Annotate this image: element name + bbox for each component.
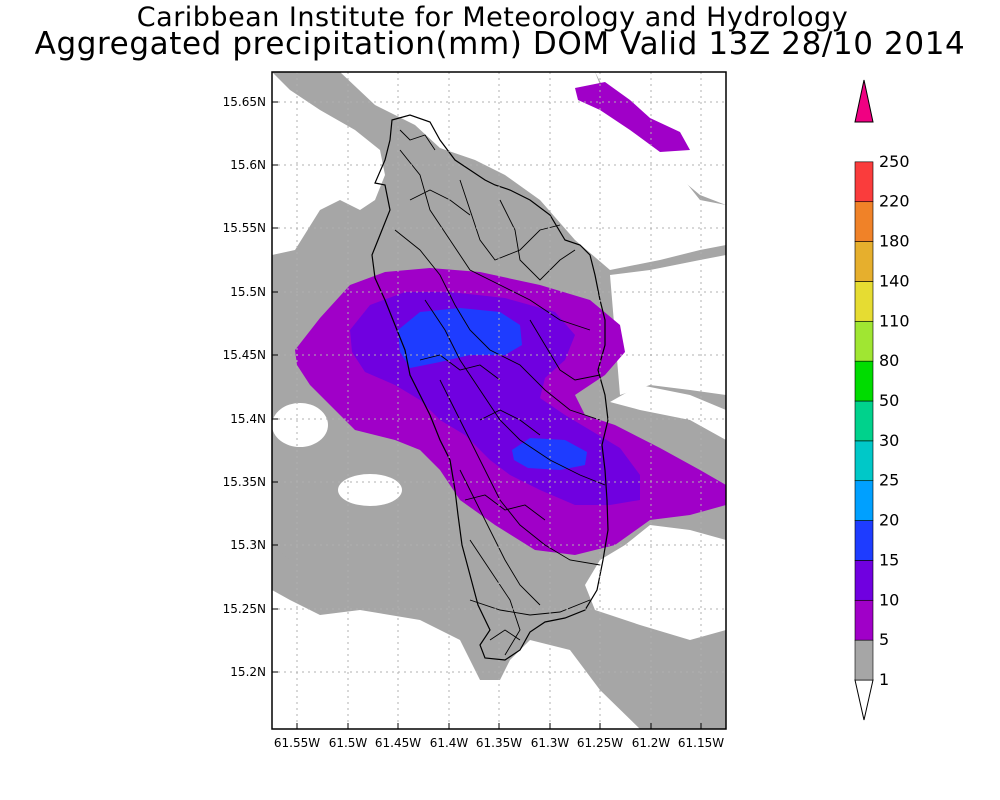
colorbar-label: 1 (879, 670, 889, 689)
graticule (272, 72, 726, 729)
tick-marks (272, 101, 702, 729)
colorbar-swatch (854, 480, 874, 521)
colorbar-swatch (854, 599, 874, 641)
colorbar-swatch (854, 440, 874, 482)
precip-band-15-20 (398, 308, 587, 470)
colorbar-label: 110 (879, 311, 910, 330)
colorbar-swatch (854, 281, 874, 322)
river-network (394, 129, 606, 656)
lat-label: 15.3N (230, 538, 266, 552)
colorbar-label: 140 (879, 271, 910, 290)
lat-label: 15.6N (230, 158, 266, 172)
lat-label: 15.2N (230, 665, 266, 679)
lon-label: 61.55W (274, 736, 320, 750)
lon-label: 61.3W (531, 736, 570, 750)
island-outline (371, 114, 609, 661)
lon-label: 61.2W (632, 736, 671, 750)
colorbar-label: 80 (879, 351, 899, 370)
lon-label: 61.5W (329, 736, 368, 750)
colorbar-label: 180 (879, 232, 910, 251)
lat-label: 15.55N (223, 221, 266, 235)
colorbar-swatch (854, 400, 874, 442)
colorbar-swatch (854, 560, 874, 601)
lat-labels: 15.65N 15.6N 15.55N 15.5N 15.45N 15.4N 1… (223, 95, 266, 679)
colorbar-label: 25 (879, 471, 899, 490)
lon-label: 61.15W (678, 736, 724, 750)
colorbar-label: 250 (879, 152, 910, 171)
colorbar-swatch (854, 201, 874, 242)
lat-label: 15.4N (230, 412, 266, 426)
lon-label: 61.4W (430, 736, 469, 750)
lon-label: 61.45W (375, 736, 421, 750)
colorbar-swatch (854, 639, 874, 681)
lon-label: 61.35W (476, 736, 522, 750)
colorbar-max-arrow (854, 79, 874, 123)
lon-labels: 61.55W 61.5W 61.45W 61.4W 61.35W 61.3W 6… (274, 736, 724, 750)
lat-label: 15.35N (223, 475, 266, 489)
lat-label: 15.65N (223, 95, 266, 109)
colorbar-label: 50 (879, 391, 899, 410)
colorbar-label: 30 (879, 431, 899, 450)
title-institute: Caribbean Institute for Meteorology and … (136, 2, 849, 33)
colorbar-label: 5 (879, 630, 889, 649)
title-product: Aggregated precipitation(mm) DOM Valid 1… (34, 26, 966, 62)
colorbar-min-arrow (854, 679, 874, 721)
lon-label: 61.25W (577, 736, 623, 750)
colorbar-label: 220 (879, 192, 910, 211)
lat-label: 15.25N (223, 602, 266, 616)
colorbar-label: 20 (879, 511, 899, 530)
colorbar-label: 15 (879, 550, 899, 569)
colorbar-swatch (854, 360, 874, 402)
colorbar-swatch (854, 520, 874, 561)
colorbar-label: 10 (879, 590, 899, 609)
colorbar-swatch (854, 241, 874, 282)
lat-label: 15.45N (223, 348, 266, 362)
colorbar-swatch (854, 161, 874, 203)
colorbar-swatch (854, 320, 874, 362)
lat-label: 15.5N (230, 285, 266, 299)
